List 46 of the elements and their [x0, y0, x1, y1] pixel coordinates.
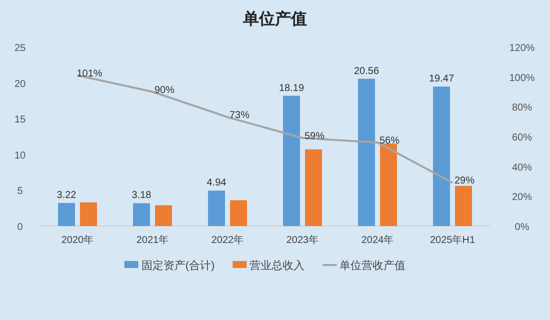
bar: [230, 200, 247, 226]
x-tick-label: 2020年: [61, 234, 94, 246]
y2-tick-label: 40%: [512, 162, 532, 174]
bar: [455, 186, 472, 226]
data-label: 29%: [454, 176, 475, 187]
x-tick-label: 2021年: [136, 234, 169, 246]
bar: [58, 202, 75, 226]
bar: [433, 86, 450, 226]
y2-tick-label: 0%: [514, 222, 530, 233]
legend-label: 单位营收产值: [340, 259, 406, 272]
data-label: 90%: [154, 84, 175, 96]
bar: [208, 190, 225, 226]
y-tick-label: 10: [14, 150, 26, 162]
x-tick-label: 2022年: [211, 234, 244, 246]
data-label: 101%: [76, 68, 102, 80]
data-label: 4.94: [206, 178, 227, 189]
x-tick-label: 2025年H1: [430, 234, 476, 246]
y-tick-label: 20: [14, 78, 26, 90]
data-label: 59%: [304, 130, 325, 142]
y2-tick-label: 20%: [512, 192, 532, 204]
data-label: 20.56: [354, 66, 380, 77]
legend-label: 固定资产(合计): [141, 259, 215, 272]
y2-tick-label: 100%: [509, 72, 535, 84]
data-label: 3.22: [56, 190, 77, 201]
y2-tick-label: 60%: [512, 132, 532, 144]
data-label: 19.47: [428, 74, 454, 85]
legend-label: 营业总收入: [250, 259, 305, 272]
bar: [80, 202, 97, 226]
bar: [283, 96, 300, 226]
y-tick-label: 5: [17, 186, 24, 198]
data-label: 18.19: [278, 82, 304, 94]
y-tick-label: 15: [14, 114, 26, 126]
chart-title: 单位产值: [242, 10, 307, 28]
bar: [305, 149, 322, 226]
data-label: 3.18: [132, 190, 152, 202]
data-label: 73%: [229, 110, 250, 122]
y2-tick-label: 120%: [509, 43, 535, 54]
y-tick-label: 0: [17, 222, 24, 233]
bar: [133, 203, 150, 226]
y2-tick-label: 80%: [512, 102, 532, 114]
x-tick-label: 2024年: [361, 234, 394, 246]
bar: [358, 78, 375, 226]
y-tick-label: 25: [14, 43, 26, 54]
bar: [155, 205, 172, 226]
x-tick-label: 2023年: [286, 234, 319, 246]
bar: [380, 144, 397, 226]
